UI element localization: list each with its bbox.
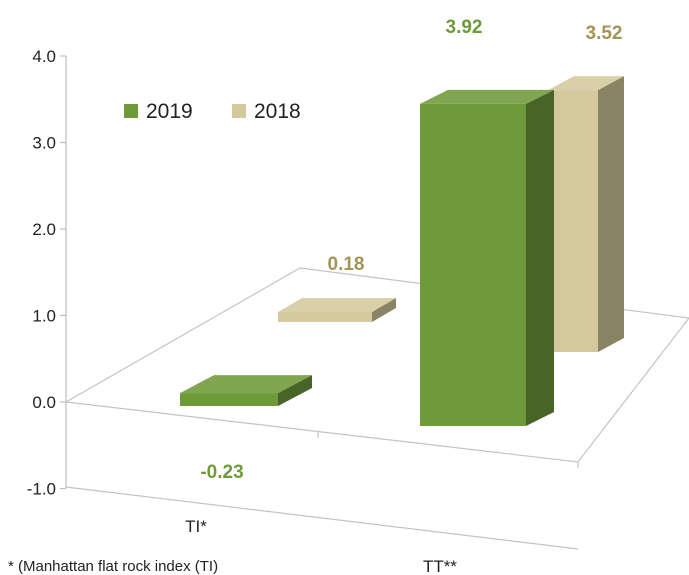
bar-front-face (420, 103, 526, 427)
legend-swatch (124, 104, 138, 118)
y-tick-label: 2.0 (32, 220, 56, 239)
bar-side-face (278, 375, 312, 406)
bar-2019-ti (180, 375, 312, 406)
category-label: TT** (423, 557, 457, 575)
chart-labels: -0.23 3.92 0.18 3.52 (200, 17, 622, 483)
bar-top-face (420, 89, 554, 104)
y-tick-label: 3.0 (32, 134, 56, 153)
y-tick-label: -1.0 (27, 480, 56, 499)
y-tick-label: 1.0 (32, 307, 56, 326)
bar-top-face (278, 298, 396, 312)
data-label: 3.92 (446, 17, 483, 38)
legend-swatch (232, 104, 246, 118)
chart-legend: 2019 2018 (124, 100, 301, 123)
bar-front-face (180, 393, 278, 406)
chart-bars (180, 76, 624, 427)
data-label: 0.18 (328, 254, 365, 275)
bar-2018-tt (548, 76, 624, 352)
data-label: 3.52 (586, 23, 623, 44)
bar-front-face (278, 312, 372, 322)
bar-front-face (548, 90, 598, 352)
chart-axes: 4.0 3.0 2.0 1.0 0.0 -1.0 TI* TT** (27, 47, 689, 575)
legend-label: 2019 (146, 100, 193, 123)
legend-label: 2018 (254, 100, 301, 123)
floor-lower-edge (65, 486, 579, 550)
bar-side-face (598, 76, 624, 352)
bar-side-face (372, 298, 396, 322)
y-tick-label: 0.0 (32, 393, 56, 412)
bar-2018-ti (278, 298, 396, 322)
bar-side-face (526, 89, 554, 427)
data-label: -0.23 (200, 462, 243, 483)
bar-top-face (180, 375, 312, 394)
category-label: TI* (185, 517, 207, 536)
chart-footnote: * (Manhattan flat rock index (TI) (8, 558, 218, 575)
y-tick-label: 4.0 (32, 47, 56, 66)
bar-top-face (548, 76, 624, 91)
bar-2019-tt (420, 89, 554, 427)
